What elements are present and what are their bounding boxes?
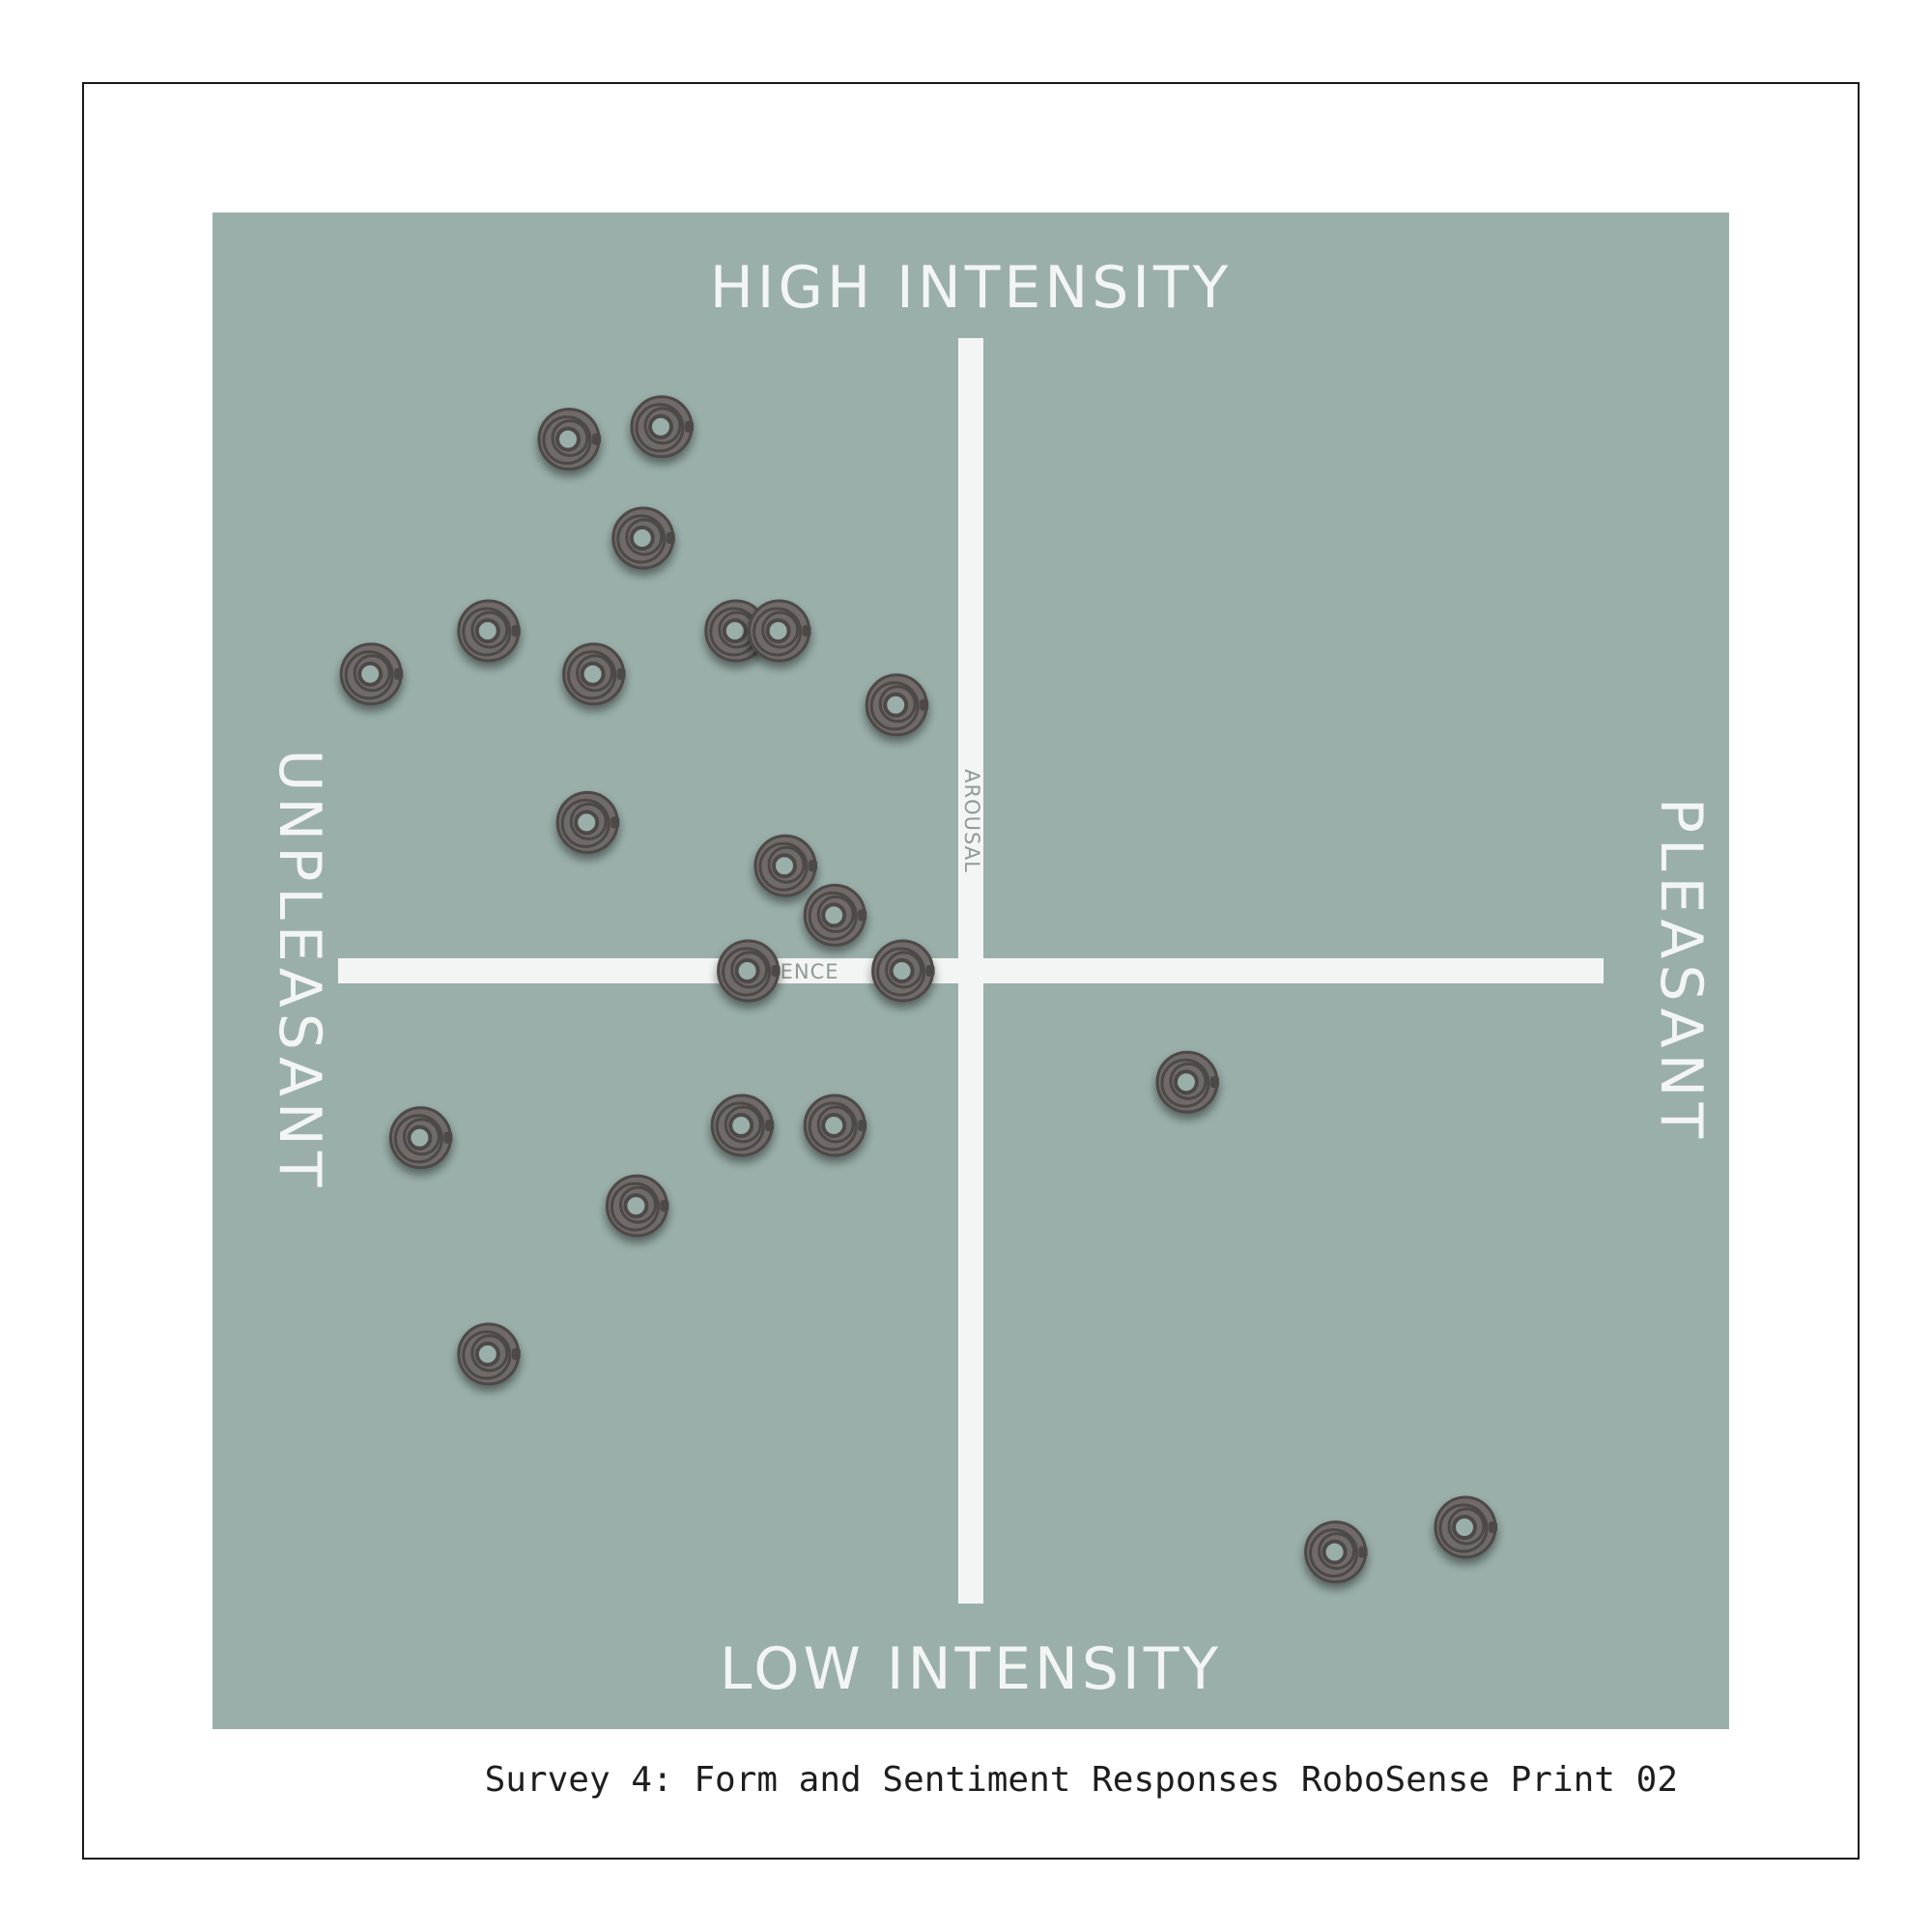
data-point (537, 408, 601, 471)
robot-head-icon (865, 673, 929, 737)
data-point (605, 1174, 669, 1237)
chart-panel: HIGH INTENSITY LOW INTENSITY UNPLEASANT … (213, 213, 1729, 1729)
robot-head-icon (457, 1322, 521, 1386)
data-point (710, 1094, 775, 1157)
robot-head-icon (537, 408, 601, 471)
axis-label-unpleasant: UNPLEASANT (266, 749, 333, 1192)
arousal-label: AROUSAL (960, 769, 983, 873)
robot-head-icon (871, 939, 935, 1003)
data-point (457, 599, 521, 663)
data-point (562, 642, 626, 706)
robot-head-icon (339, 642, 404, 706)
data-point (630, 395, 694, 459)
data-point (555, 790, 620, 854)
robot-head-icon (803, 1094, 867, 1157)
robot-head-icon (803, 883, 867, 947)
robot-head-icon (457, 599, 521, 663)
robot-head-icon (748, 599, 811, 663)
robot-head-icon (388, 1106, 453, 1170)
arousal-axis (958, 338, 983, 1604)
robot-head-icon (753, 834, 817, 897)
robot-head-icon (1155, 1050, 1219, 1114)
robot-head-icon (1434, 1495, 1497, 1559)
response-markers (339, 395, 1497, 1584)
robot-head-icon (611, 506, 675, 570)
robot-head-icon (630, 395, 694, 459)
data-point (803, 1094, 867, 1157)
data-point (753, 834, 817, 897)
robot-head-icon (605, 1174, 669, 1237)
robot-head-icon (717, 939, 781, 1003)
data-point (388, 1106, 453, 1170)
data-point (865, 673, 929, 737)
axis-label-high-intensity: HIGH INTENSITY (710, 254, 1233, 322)
data-point (871, 939, 935, 1003)
data-point (1304, 1520, 1368, 1584)
figure-frame (82, 82, 1860, 1860)
data-point (339, 642, 404, 706)
data-point (611, 506, 675, 570)
robot-head-icon (562, 642, 626, 706)
data-point (1155, 1050, 1219, 1114)
data-point (748, 599, 811, 663)
axis-label-low-intensity: LOW INTENSITY (720, 1635, 1222, 1703)
data-point (457, 1322, 521, 1386)
axis-label-pleasant: PLEASANT (1647, 798, 1715, 1144)
data-point (1434, 1495, 1497, 1559)
data-point (803, 883, 867, 947)
figure-caption: Survey 4: Form and Sentiment Responses R… (484, 1760, 1678, 1800)
robot-head-icon (1304, 1520, 1368, 1584)
robot-head-icon (710, 1094, 775, 1157)
robot-head-icon (555, 790, 620, 854)
data-point (717, 939, 781, 1003)
